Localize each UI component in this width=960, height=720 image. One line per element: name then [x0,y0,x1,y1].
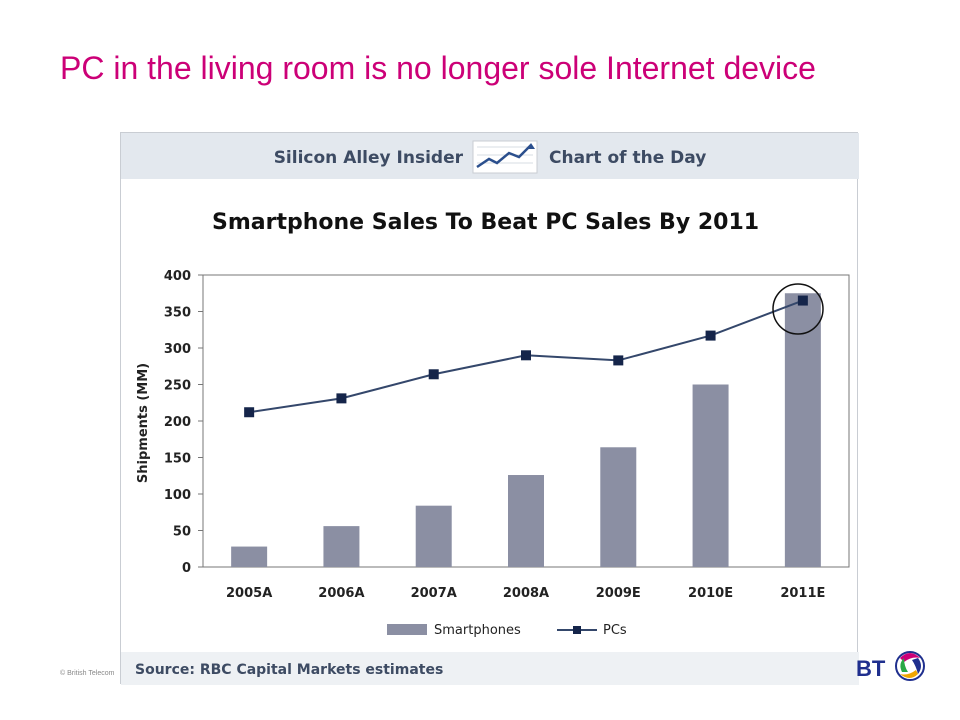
bar-smartphones-2005A [231,546,268,567]
point-pcs-2006A [336,393,347,404]
legend-swatch-smartphones [387,624,427,635]
trend-chart-icon [472,140,538,174]
y-tick-label: 200 [164,415,191,430]
point-pcs-2005A [244,407,255,418]
banner-left-text: Silicon Alley Insider [274,148,464,168]
source-bar [121,652,859,685]
y-axis-ticks: 0 50 100 150 200 250 300 350 400 [164,269,203,576]
bar-series-smartphones [231,293,821,567]
bar-smartphones-2006A [323,526,360,567]
bt-logo: BT [856,651,925,681]
x-tick-label: 2009E [596,586,641,601]
x-tick-label: 2006A [318,586,364,601]
x-tick-label: 2007A [411,586,457,601]
point-pcs-2010E [705,330,716,341]
y-tick-label: 100 [164,488,191,503]
slide-title: PC in the living room is no longer sole … [60,50,816,86]
banner-right-text: Chart of the Day [549,148,706,168]
x-tick-label: 2008A [503,586,549,601]
y-tick-label: 400 [164,269,191,284]
bt-globe-icon [895,651,925,681]
y-tick-label: 0 [182,561,191,576]
x-axis-ticks: 2005A 2006A 2007A 2008A 2009E 2010E 2011E [226,586,825,601]
legend-label-pcs: PCs [603,623,627,638]
legend-label-smartphones: Smartphones [434,623,521,638]
line-series-pcs [244,295,808,418]
legend-marker-pcs [573,626,581,634]
bar-smartphones-2010E [692,384,729,567]
bar-smartphones-2009E [600,447,637,567]
highlight-circle [772,283,824,335]
copyright-text: © British Telecom [60,670,115,677]
bar-smartphones-2008A [508,475,544,567]
bar-smartphones-2007A [415,505,452,567]
point-pcs-2009E [613,355,624,366]
point-pcs-2011E [797,295,808,306]
chart-title: Smartphone Sales To Beat PC Sales By 201… [212,210,759,235]
y-tick-label: 150 [164,452,191,467]
x-tick-label: 2010E [688,586,733,601]
x-tick-label: 2011E [780,586,825,601]
bt-logo-text: BT [856,656,886,681]
bar-smartphones-2011E [784,293,821,567]
x-tick-label: 2005A [226,586,272,601]
y-tick-label: 50 [173,525,191,540]
y-tick-label: 250 [164,379,191,394]
chart-svg: Silicon Alley Insider Chart of the Day S… [121,133,859,685]
y-tick-label: 350 [164,306,191,321]
point-pcs-2007A [428,369,439,380]
legend: Smartphones PCs [387,623,627,638]
point-pcs-2008A [521,350,531,361]
chart-card: Silicon Alley Insider Chart of the Day S… [120,132,859,685]
y-tick-label: 300 [164,342,191,357]
source-text: Source: RBC Capital Markets estimates [135,662,443,678]
y-axis-label: Shipments (MM) [136,363,151,483]
